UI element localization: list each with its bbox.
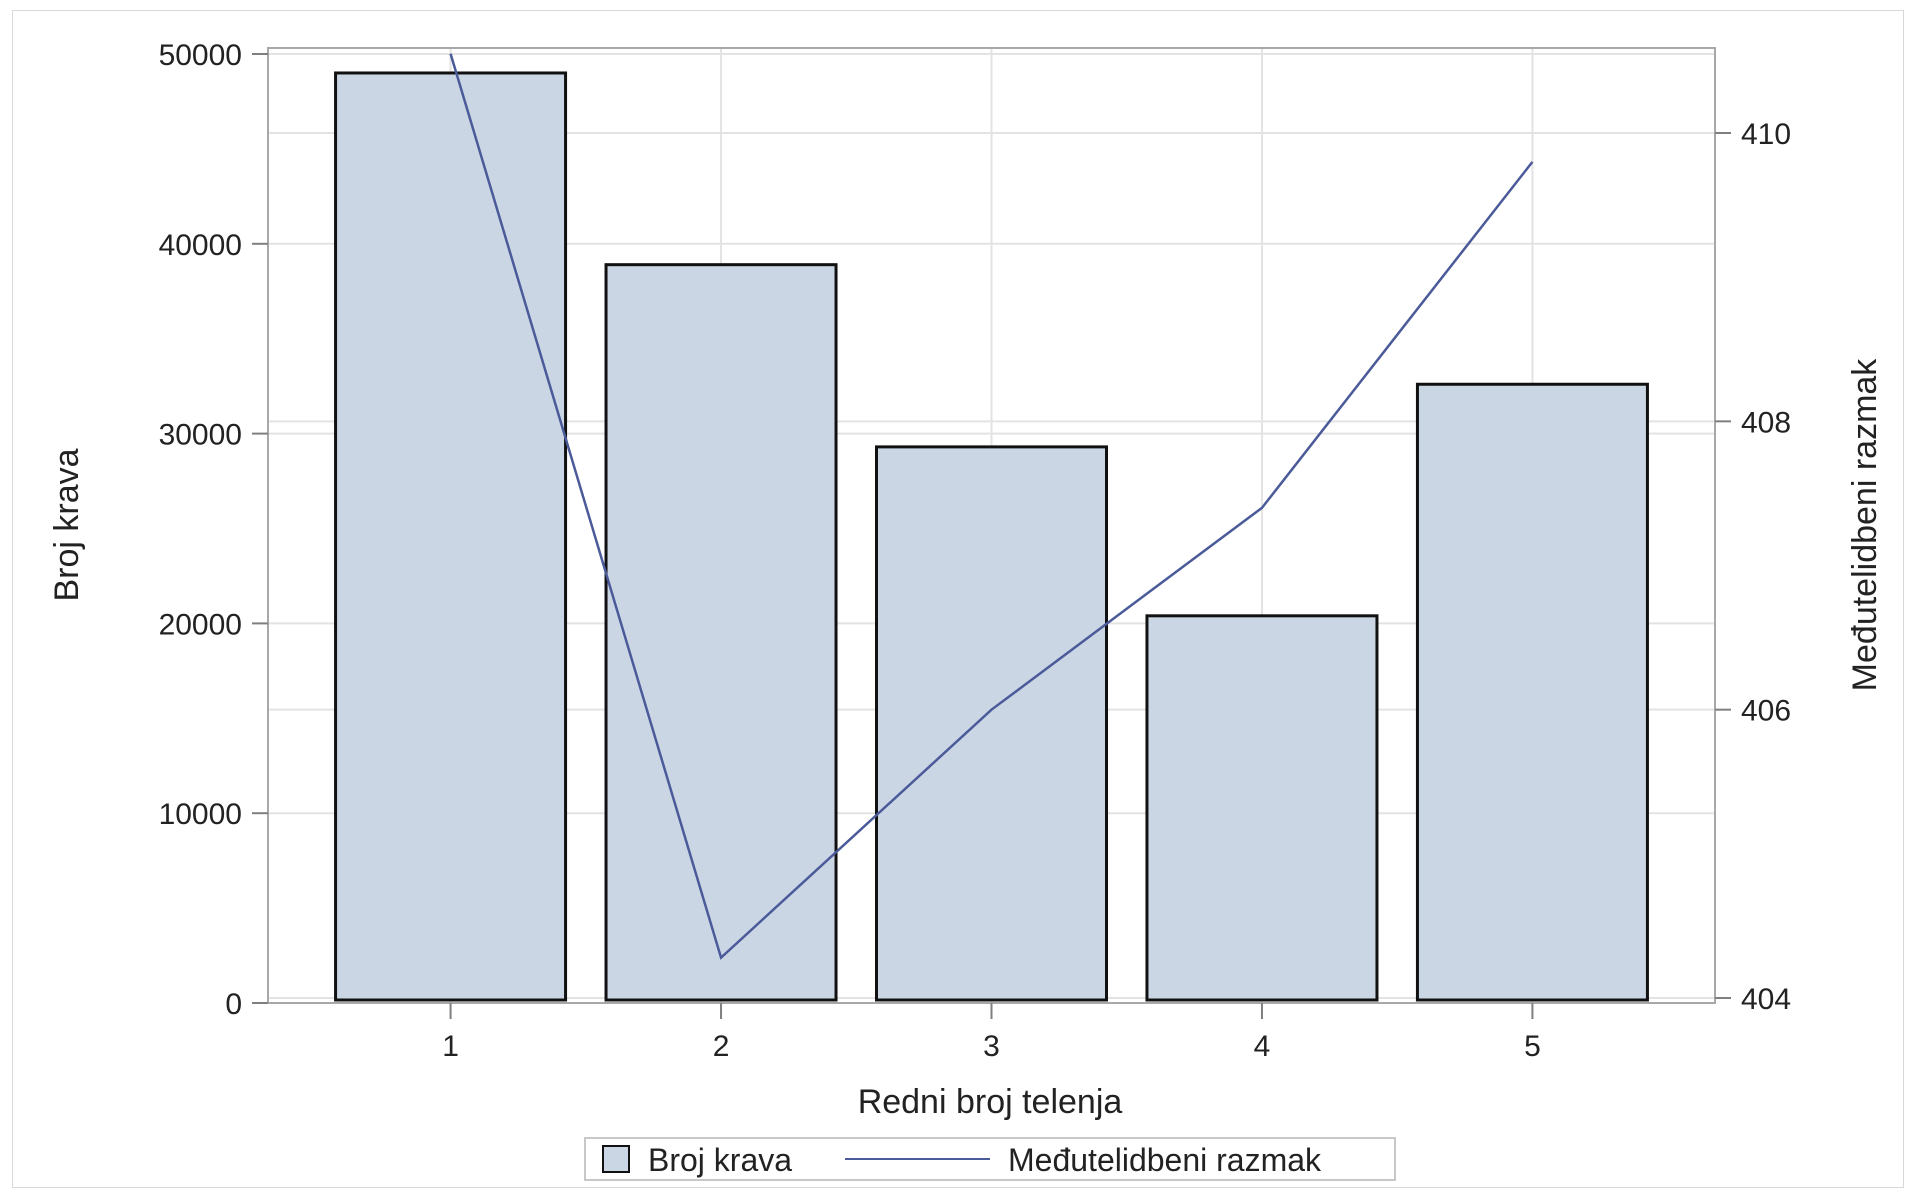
bar-3	[875, 445, 1108, 1002]
bar-4	[1145, 614, 1379, 1002]
y-tick-label: 10000	[159, 798, 242, 831]
y2-tick-label: 408	[1741, 406, 1791, 439]
y-tick-label: 0	[225, 988, 242, 1021]
x-axis-title: Redni broj telenja	[858, 1083, 1123, 1121]
x-tick-label: 2	[713, 1030, 730, 1063]
y-tick-label: 30000	[159, 419, 242, 452]
legend: Broj krava Međutelidbeni razmak	[584, 1137, 1396, 1181]
bar-5	[1415, 382, 1649, 1002]
y2-tick-label: 410	[1741, 118, 1791, 151]
legend-label-bar: Broj krava	[648, 1142, 792, 1178]
y-tick-label: 40000	[159, 229, 242, 262]
y-tick-label: 50000	[159, 39, 242, 72]
axes: 0 10000 20000 30000 40000 50000 404 406 408 410 1 2…	[159, 39, 1792, 1063]
bar-1	[334, 71, 568, 1002]
x-tick-label: 5	[1524, 1030, 1541, 1063]
y2-tick-label: 404	[1741, 983, 1791, 1016]
y2-tick-label: 406	[1741, 695, 1791, 728]
y-tick-label: 20000	[159, 608, 242, 641]
y2-axis-title: Međutelidbeni razmak	[1846, 358, 1884, 692]
bars	[334, 71, 1649, 1002]
x-tick-label: 4	[1254, 1030, 1271, 1063]
x-tick-label: 3	[983, 1030, 1000, 1063]
legend-label-line: Međutelidbeni razmak	[1008, 1142, 1322, 1178]
bar-2	[604, 263, 838, 1002]
legend-swatch-bar	[602, 1145, 630, 1173]
y-axis-title: Broj krava	[48, 448, 86, 601]
x-tick-label: 1	[442, 1030, 459, 1063]
line-series	[449, 53, 1534, 960]
chart-frame	[12, 10, 1904, 1188]
